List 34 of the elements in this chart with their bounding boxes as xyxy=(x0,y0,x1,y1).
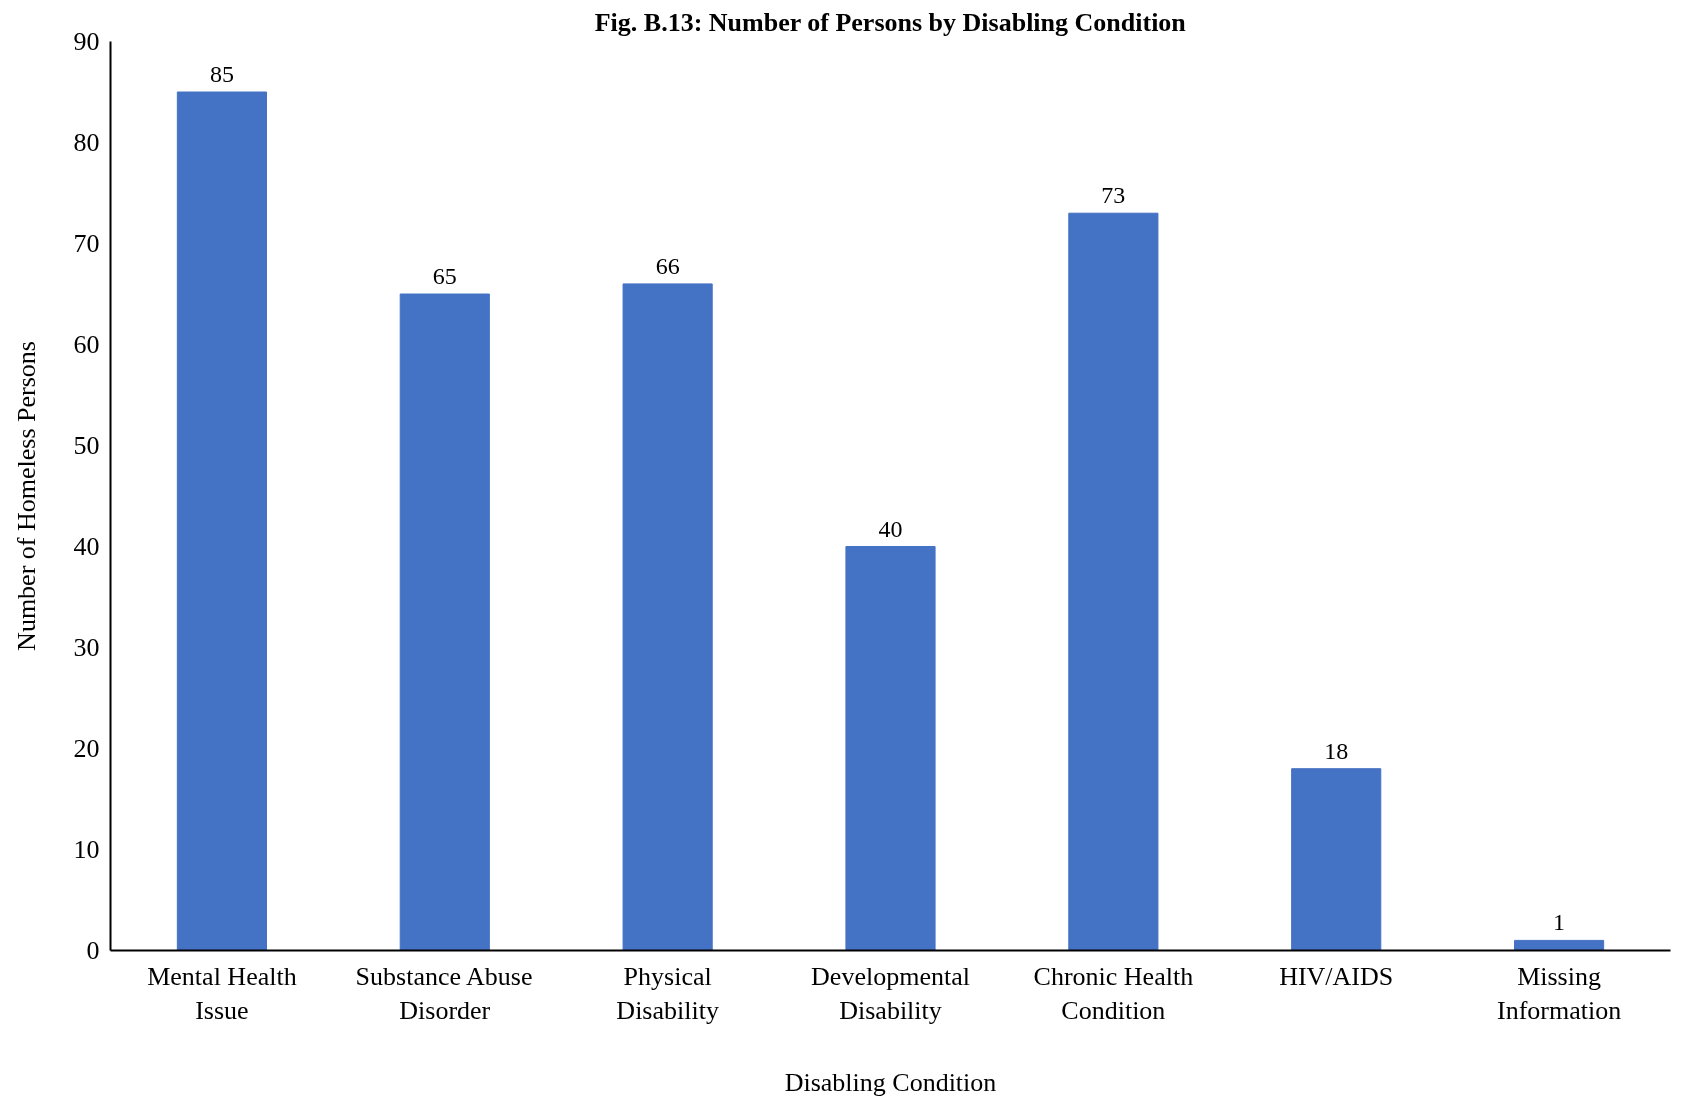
x-axis-title: Disabling Condition xyxy=(784,1068,997,1098)
data-label: 65 xyxy=(432,263,457,289)
y-tick-label: 50 xyxy=(73,431,100,460)
data-label: 1 xyxy=(1553,909,1566,936)
y-axis-title: Number of Homeless Persons xyxy=(11,341,41,651)
bar xyxy=(399,293,490,951)
y-tick-label: 80 xyxy=(73,128,100,157)
bar xyxy=(1514,939,1605,951)
x-tick-label: Chronic Health Condition xyxy=(1033,961,1194,1026)
bar xyxy=(1068,212,1159,951)
bar xyxy=(176,91,267,951)
bar xyxy=(622,283,713,951)
x-tick-label: Mental Health Issue xyxy=(147,961,297,1026)
x-tick-label: Developmental Disability xyxy=(811,961,970,1026)
bar xyxy=(845,546,936,951)
data-label: 18 xyxy=(1324,737,1349,764)
y-tick-label: 10 xyxy=(73,835,100,864)
x-tick-label: Substance Abuse Disorder xyxy=(355,961,533,1026)
bar xyxy=(1291,768,1382,951)
data-label: 85 xyxy=(209,61,234,87)
data-label: 66 xyxy=(655,252,680,279)
y-tick-label: 20 xyxy=(73,734,100,763)
x-tick-label: Missing Information xyxy=(1496,961,1622,1026)
data-label: 73 xyxy=(1101,182,1126,209)
data-label: 40 xyxy=(878,515,903,542)
y-tick-label: 0 xyxy=(86,936,100,965)
y-tick-label: 90 xyxy=(73,27,100,56)
chart-title: Fig. B.13: Number of Persons by Disabling Condition xyxy=(594,7,1187,37)
y-tick-label: 40 xyxy=(73,532,100,561)
x-tick-label: HIV/AIDS xyxy=(1279,961,1394,991)
y-tick-label: 60 xyxy=(73,330,100,359)
x-tick-label: Physical Disability xyxy=(616,961,719,1026)
y-tick-label: 30 xyxy=(73,633,100,662)
y-tick-label: 70 xyxy=(73,229,100,258)
